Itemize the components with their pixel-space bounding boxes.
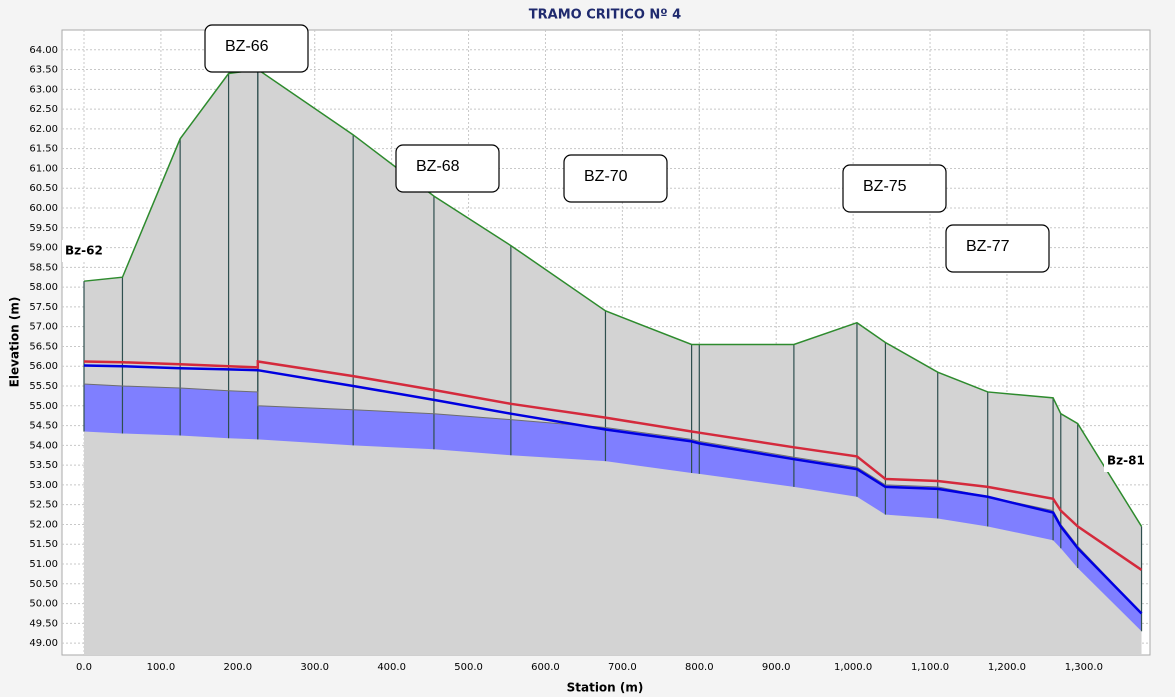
label-bg [62,240,106,262]
series-line [83,383,1142,614]
y-tick-label: 56.50 [29,341,58,352]
station-label: BZ-70 [584,168,628,185]
label-box [563,154,668,203]
y-tick-label: 60.00 [29,203,58,214]
series-line [83,68,1143,527]
y-tick-label: 63.00 [29,84,58,95]
y-tick-label: 58.50 [29,262,58,273]
x-tick-label: 0.0 [76,662,92,673]
x-tick-label: 100.0 [147,662,176,673]
label-box [395,144,500,193]
station-label: Bz-62 [65,244,103,258]
x-tick-label: 500.0 [454,662,483,673]
label-box [842,164,947,213]
y-tick-label: 57.00 [29,322,58,333]
y-tick-label: 52.50 [29,500,58,511]
y-tick-label: 54.00 [29,440,58,451]
y-tick-label: 58.00 [29,282,58,293]
y-tick-label: 52.00 [29,519,58,530]
label-box [945,224,1050,273]
y-tick-label: 55.00 [29,401,58,412]
y-tick-label: 53.00 [29,480,58,491]
y-tick-label: 49.50 [29,618,58,629]
x-axis-title: Station (m) [567,681,644,695]
y-tick-label: 53.50 [29,460,58,471]
x-tick-label: 600.0 [531,662,560,673]
y-tick-label: 61.50 [29,144,58,155]
y-tick-label: 51.00 [29,559,58,570]
y-tick-label: 61.00 [29,163,58,174]
y-tick-label: 60.50 [29,183,58,194]
series-line [83,360,1143,571]
label-box [204,24,309,73]
x-tick-label: 1,100.0 [911,662,949,673]
x-tick-label: 300.0 [300,662,329,673]
y-tick-label: 59.00 [29,243,58,254]
station-label: BZ-66 [225,38,269,55]
y-tick-label: 57.50 [29,302,58,313]
y-tick-label: 59.50 [29,223,58,234]
label-bg [1104,450,1148,472]
pipe-band [83,384,1142,632]
x-tick-label: 1,300.0 [1065,662,1103,673]
y-tick-label: 50.00 [29,599,58,610]
x-tick-label: 800.0 [685,662,714,673]
x-tick-label: 900.0 [762,662,791,673]
y-tick-label: 55.50 [29,381,58,392]
series-line [83,364,1143,615]
station-label: BZ-77 [966,238,1010,255]
y-tick-label: 50.50 [29,579,58,590]
x-tick-label: 200.0 [224,662,253,673]
x-tick-label: 1,000.0 [834,662,872,673]
x-tick-label: 400.0 [377,662,406,673]
y-tick-label: 63.50 [29,65,58,76]
y-tick-label: 62.00 [29,124,58,135]
x-tick-label: 700.0 [608,662,637,673]
station-label: BZ-68 [416,158,460,175]
y-tick-label: 56.00 [29,361,58,372]
station-label: BZ-75 [863,178,907,195]
y-tick-label: 54.50 [29,421,58,432]
y-tick-label: 49.00 [29,638,58,649]
y-tick-label: 62.50 [29,104,58,115]
y-tick-label: 51.50 [29,539,58,550]
x-tick-label: 1,200.0 [988,662,1026,673]
y-tick-label: 64.00 [29,45,58,56]
station-label: Bz-81 [1107,454,1145,468]
y-axis-title: Elevation (m) [8,297,22,388]
chart-title: TRAMO CRITICO Nº 4 [529,8,681,23]
